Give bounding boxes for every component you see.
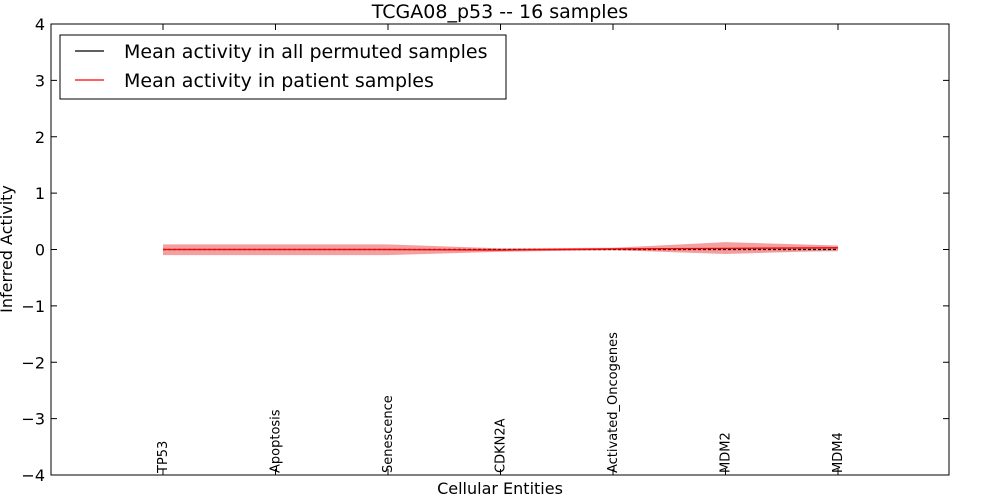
band-series-1: [163, 242, 838, 256]
y-tick-label: −3: [21, 410, 45, 429]
y-tick-label: 3: [35, 71, 45, 90]
x-tick-label: TP53: [156, 441, 171, 474]
legend-label-permuted: Mean activity in all permuted samples: [124, 41, 487, 63]
y-tick-label: 0: [35, 241, 45, 260]
y-tick-label: 1: [35, 184, 45, 203]
series-lines: [163, 247, 839, 251]
legend-label-patient: Mean activity in patient samples: [124, 70, 434, 92]
chart-title: TCGA08_p53 -- 16 samples: [371, 1, 628, 23]
x-axis: TP53 Apoptosis Senescence CDKN2A Activated_O…: [156, 24, 846, 475]
x-tick-label: MDM2: [719, 432, 734, 473]
x-tick-label: Activated_Oncogenes: [606, 332, 621, 473]
y-axis-label: Inferred Activity: [0, 185, 16, 313]
y-tick-label: −4: [21, 466, 45, 485]
legend: Mean activity in all permuted samples Me…: [59, 34, 507, 100]
legend-box: [59, 34, 507, 100]
y-tick-label: −2: [21, 353, 45, 372]
y-tick-label: 4: [35, 15, 45, 34]
x-tick-label: Apoptosis: [269, 409, 284, 473]
y-axis: −4 −3 −2 −1 0 1 2 3 4: [21, 15, 949, 485]
y-tick-label: −1: [21, 297, 45, 316]
line-series-1: [163, 247, 839, 251]
x-tick-label: CDKN2A: [494, 418, 509, 473]
x-axis-label: Cellular Entities: [437, 479, 563, 498]
x-tick-label: MDM4: [831, 432, 846, 473]
y-tick-label: 2: [35, 128, 45, 147]
x-tick-label: Senescence: [381, 395, 396, 473]
